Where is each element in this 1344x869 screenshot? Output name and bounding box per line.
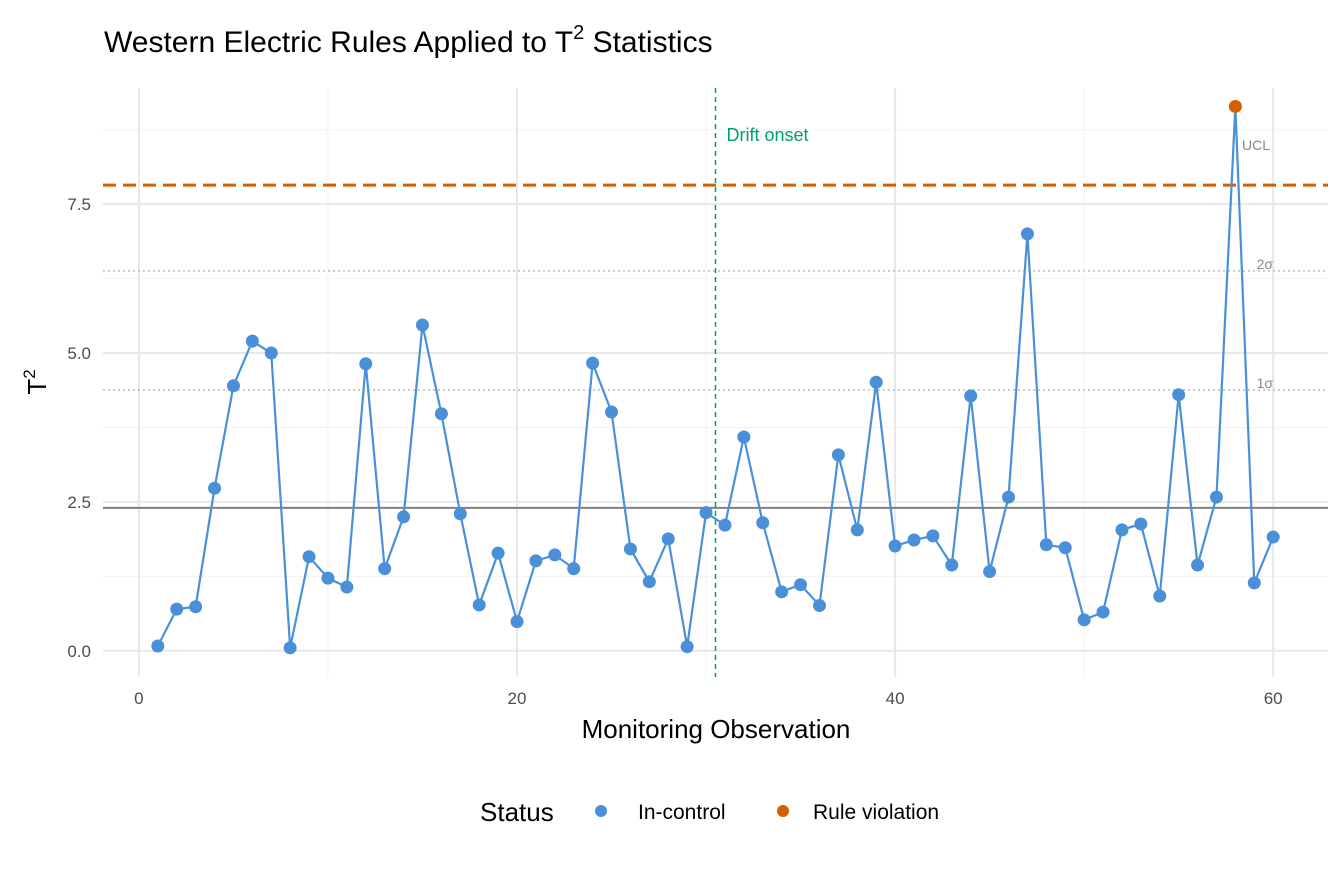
data-point xyxy=(359,357,373,371)
data-point xyxy=(264,346,278,360)
legend: Status In-control Rule violation xyxy=(480,797,939,827)
chart-title: Western Electric Rules Applied to T2 Sta… xyxy=(104,22,713,59)
data-point xyxy=(397,510,411,524)
data-point xyxy=(756,516,770,530)
data-point xyxy=(548,548,562,562)
x-axis-label: Monitoring Observation xyxy=(582,714,851,744)
y-tick-label: 2.5 xyxy=(67,493,91,512)
data-point xyxy=(983,565,997,579)
data-point xyxy=(775,585,789,599)
data-point xyxy=(642,575,656,589)
data-point xyxy=(1077,613,1091,627)
data-point xyxy=(850,523,864,537)
data-point xyxy=(605,405,619,419)
data-point xyxy=(1058,541,1072,555)
data-point xyxy=(453,507,467,521)
data-point xyxy=(208,481,222,495)
data-point xyxy=(340,580,354,594)
data-point xyxy=(189,600,203,614)
data-point xyxy=(1134,517,1148,531)
legend-label-rule-violation: Rule violation xyxy=(813,801,939,824)
data-point xyxy=(869,375,883,389)
x-tick-label: 20 xyxy=(508,689,527,708)
data-point xyxy=(1020,227,1034,241)
data-point xyxy=(680,640,694,654)
data-point xyxy=(1209,490,1223,504)
data-point xyxy=(567,562,581,576)
data-point xyxy=(661,532,675,546)
x-tick-label: 60 xyxy=(1264,689,1283,708)
data-point xyxy=(1266,530,1280,544)
data-point xyxy=(529,554,543,568)
data-point xyxy=(1247,576,1261,590)
data-point xyxy=(1172,388,1186,402)
data-point xyxy=(718,518,732,532)
data-point xyxy=(1191,558,1205,572)
data-point xyxy=(321,571,335,585)
data-point xyxy=(472,598,486,612)
axes: 0 20 40 60 0.0 2.5 5.0 7.5 xyxy=(67,195,1282,708)
data-point xyxy=(926,529,940,543)
data-point xyxy=(907,533,921,547)
data-point xyxy=(737,430,751,444)
data-point xyxy=(491,546,505,560)
data-point xyxy=(888,539,902,553)
y-axis-label: T2 xyxy=(20,369,52,394)
legend-key-in-control xyxy=(595,805,607,817)
x-tick-label: 0 xyxy=(134,689,143,708)
data-point-violation xyxy=(1228,99,1242,113)
data-point xyxy=(1115,523,1129,537)
data-point xyxy=(226,379,240,393)
data-point xyxy=(964,389,978,403)
data-point xyxy=(510,615,524,629)
data-point xyxy=(812,599,826,613)
sigma1-label: 1σ xyxy=(1257,375,1274,391)
drift-onset-label: Drift onset xyxy=(727,125,809,145)
data-point xyxy=(699,506,713,520)
y-tick-label: 0.0 xyxy=(67,642,91,661)
data-point xyxy=(283,641,297,655)
data-point xyxy=(170,602,184,616)
data-point xyxy=(434,407,448,421)
data-point xyxy=(415,318,429,332)
data-point xyxy=(245,334,259,348)
ucl-label: UCL xyxy=(1242,137,1270,153)
legend-title: Status xyxy=(480,797,554,827)
data-point xyxy=(1002,490,1016,504)
legend-key-rule-violation xyxy=(777,805,789,817)
data-point xyxy=(1153,589,1167,603)
data-point xyxy=(1096,605,1110,619)
series xyxy=(151,99,1280,655)
sigma2-label: 2σ xyxy=(1257,256,1274,272)
data-point xyxy=(831,448,845,462)
y-tick-label: 7.5 xyxy=(67,195,91,214)
data-point xyxy=(623,542,637,556)
y-tick-label: 5.0 xyxy=(67,344,91,363)
x-tick-label: 40 xyxy=(886,689,905,708)
data-point xyxy=(945,558,959,572)
data-point xyxy=(586,356,600,370)
data-point xyxy=(151,639,165,653)
reference-lines: 1σ 2σ UCL Drift onset xyxy=(103,88,1328,677)
data-point xyxy=(1039,538,1053,552)
data-point xyxy=(302,550,316,564)
legend-label-in-control: In-control xyxy=(638,801,726,824)
data-point xyxy=(378,562,392,576)
data-point xyxy=(794,578,808,592)
